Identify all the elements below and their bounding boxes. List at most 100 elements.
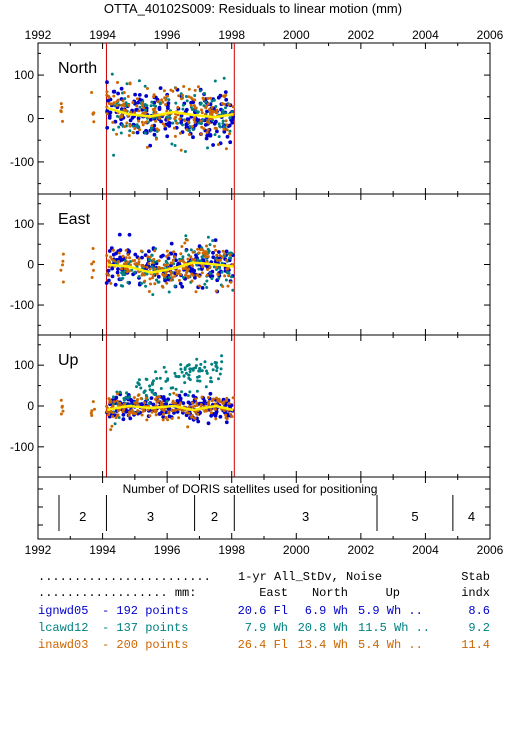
data-point-lcawd12 [159, 387, 163, 390]
data-point-inawd03 [200, 395, 204, 399]
data-point-ignwd05 [139, 402, 144, 406]
data-point-lcawd12 [198, 379, 202, 383]
data-point-ignwd05 [210, 274, 215, 278]
data-point-lcawd12 [188, 370, 192, 374]
data-point-lcawd12 [165, 399, 169, 403]
data-point-ignwd05 [224, 97, 229, 102]
data-point-lcawd12 [208, 271, 212, 275]
data-point-lcawd12 [199, 259, 203, 263]
data-point-inawd03 [157, 395, 161, 399]
data-point-lcawd12 [183, 150, 187, 153]
data-point-lcawd12 [193, 94, 197, 97]
data-point-ignwd05 [167, 414, 172, 419]
data-point-inawd03 [124, 248, 128, 252]
data-point-ignwd05 [208, 133, 213, 138]
data-point-lcawd12 [112, 153, 116, 157]
data-point-ignwd05 [110, 266, 115, 271]
data-point-inawd03 [110, 102, 114, 106]
data-point-inawd03 [222, 127, 226, 131]
data-point-inawd03 [191, 273, 195, 277]
data-point-lcawd12 [135, 385, 138, 389]
x-tick-label-bottom: 1998 [218, 543, 245, 557]
data-point-lcawd12 [150, 382, 154, 386]
data-point-lcawd12 [168, 392, 172, 396]
data-point-inawd03 [167, 253, 171, 257]
data-point-inawd03 [214, 248, 218, 252]
data-point-lcawd12 [210, 380, 214, 384]
data-point-inawd03 [105, 254, 109, 257]
data-point-inawd03 [134, 412, 138, 416]
data-point-lcawd12 [180, 390, 184, 394]
data-point-inawd03 [187, 411, 191, 415]
x-tick-label-bottom: 1994 [89, 543, 116, 557]
data-point-inawd03 [230, 415, 234, 419]
data-point-lcawd12 [229, 275, 233, 279]
data-point-inawd03 [215, 253, 219, 257]
data-point-inawd03 [229, 280, 233, 284]
data-point-inawd03 [197, 251, 201, 255]
y-tick-label: 0 [27, 112, 34, 126]
data-point-inawd03 [207, 117, 211, 121]
data-point-lcawd12 [150, 390, 154, 394]
data-point-ignwd05 [169, 241, 174, 246]
stats-header2-indx: indx [461, 586, 490, 600]
data-point-lcawd12 [228, 116, 232, 120]
x-tick-label-bottom: 1992 [25, 543, 52, 557]
data-point-lcawd12 [217, 122, 221, 126]
data-point-inawd03 [89, 411, 93, 415]
stats-east: 26.4 Fl [237, 638, 288, 652]
data-point-inawd03 [209, 96, 212, 100]
data-point-inawd03 [200, 111, 204, 115]
data-point-inawd03 [111, 414, 114, 418]
data-point-inawd03 [59, 268, 63, 272]
data-point-lcawd12 [183, 368, 187, 371]
data-point-inawd03 [148, 277, 152, 281]
data-point-inawd03 [220, 255, 224, 259]
data-point-inawd03 [203, 409, 207, 413]
data-point-lcawd12 [119, 131, 123, 135]
data-point-inawd03 [187, 87, 191, 91]
data-point-ignwd05 [118, 255, 122, 260]
data-point-inawd03 [136, 409, 140, 413]
data-point-lcawd12 [203, 282, 207, 286]
data-point-inawd03 [226, 284, 230, 288]
data-point-lcawd12 [173, 144, 177, 147]
data-point-lcawd12 [181, 103, 185, 107]
data-point-inawd03 [213, 244, 216, 248]
data-point-ignwd05 [115, 270, 120, 275]
data-point-inawd03 [151, 261, 155, 265]
data-point-lcawd12 [187, 373, 191, 377]
data-point-inawd03 [167, 410, 171, 414]
data-point-lcawd12 [210, 99, 214, 103]
data-point-lcawd12 [198, 367, 202, 370]
data-point-inawd03 [199, 119, 203, 123]
data-point-inawd03 [172, 126, 176, 130]
data-point-inawd03 [60, 404, 64, 408]
data-point-inawd03 [228, 132, 231, 136]
data-point-inawd03 [166, 418, 170, 422]
data-point-lcawd12 [205, 371, 209, 375]
data-point-lcawd12 [205, 369, 208, 373]
stats-header-row-1: ........................ 1-yr All_StDv, … [0, 570, 506, 587]
data-point-inawd03 [164, 98, 168, 102]
data-point-inawd03 [187, 95, 191, 99]
data-point-inawd03 [231, 396, 235, 400]
data-point-inawd03 [111, 248, 115, 252]
panel-label-north: North [58, 60, 97, 77]
stats-header2-up: Up [385, 586, 400, 600]
data-point-inawd03 [172, 250, 176, 254]
data-point-inawd03 [138, 128, 142, 132]
data-point-ignwd05 [225, 134, 230, 139]
data-point-lcawd12 [143, 84, 147, 88]
data-point-inawd03 [105, 90, 109, 94]
data-point-inawd03 [92, 268, 95, 272]
data-point-lcawd12 [224, 278, 228, 282]
data-point-inawd03 [155, 396, 159, 400]
data-point-inawd03 [204, 255, 208, 259]
data-point-inawd03 [213, 407, 216, 410]
x-tick-label-bottom: 2002 [348, 543, 375, 557]
data-point-lcawd12 [181, 276, 185, 279]
data-point-inawd03 [122, 91, 126, 94]
residuals-figure: OTTA_40102S009: Residuals to linear moti… [10, 1, 504, 557]
data-point-inawd03 [191, 405, 195, 409]
